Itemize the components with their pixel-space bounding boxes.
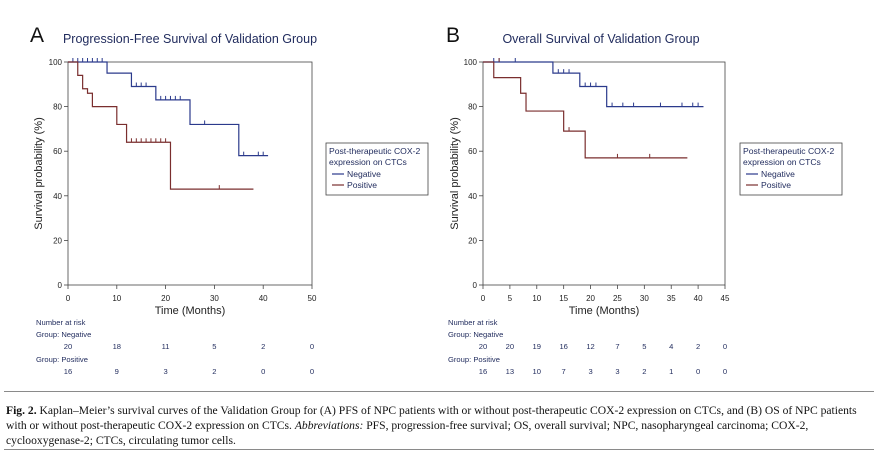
panel-b-legend-title-line-2: expression on CTCs	[743, 157, 821, 167]
caption-text-2: PFS, progression-free survival; OS, over…	[6, 419, 809, 447]
panel-b-ytick-label: 80	[468, 103, 477, 112]
panel-a-risk-value: 0	[261, 367, 265, 376]
panel-b-legend-label-positive: Positive	[761, 180, 791, 190]
panel-b-plot-frame	[482, 61, 726, 286]
panel-b-xtick-label: 35	[667, 294, 676, 303]
panel-b-risk-value: 16	[479, 367, 487, 376]
panel-b-legend-title-line-1: Post-therapeutic COX-2	[743, 146, 834, 156]
panel-b-xtick-label: 40	[694, 294, 703, 303]
panel-b-risk-value: 0	[723, 367, 727, 376]
panel-b-xtick-label: 5	[508, 294, 513, 303]
panel-a-y-axis-label: Survival probability (%)	[33, 117, 45, 229]
panel-b-positive-curve	[483, 61, 688, 159]
panel-a-risk-value: 9	[115, 367, 119, 376]
caption-text-1: Kaplan–Meier’s survival curves of the Va…	[6, 404, 857, 432]
panel-b-risk-value: 0	[696, 367, 700, 376]
panel-a-risk-value: 11	[162, 342, 170, 351]
panel-a-ytick-label: 60	[53, 147, 62, 156]
panel-b-ytick-label: 100	[464, 58, 478, 67]
panel-a-risk-value: 20	[64, 342, 72, 351]
panel-a-risk-value: 2	[261, 342, 265, 351]
panel-a-legend-label-positive: Positive	[347, 180, 377, 190]
panel-b-risk-value: 20	[479, 342, 487, 351]
panel-b-risk-value: 7	[615, 342, 619, 351]
panel-a-ytick-label: 0	[58, 281, 63, 290]
panel-b-risk-value: 2	[642, 367, 646, 376]
panel-b-risk-value: 16	[559, 342, 567, 351]
panel-a-ytick-label: 100	[49, 58, 63, 67]
panel-b-risk-group-name: Group: Positive	[448, 355, 500, 364]
panel-a-negative-curve	[68, 61, 269, 157]
panel-b-risk-value: 1	[669, 367, 673, 376]
panel-a-risk-table-label: Number at risk	[36, 318, 86, 327]
caption-label: Fig. 2.	[6, 404, 37, 417]
figure-caption: Fig. 2. Kaplan–Meier’s survival curves o…	[6, 403, 872, 448]
panel-b-y-axis-label: Survival probability (%)	[449, 117, 461, 229]
panel-a-legend-title-line-1: Post-therapeutic COX-2	[329, 146, 420, 156]
panel-b-xtick-label: 20	[586, 294, 595, 303]
panel-b-xtick-label: 0	[481, 294, 486, 303]
panel-a-positive-curve	[68, 61, 254, 190]
panel-b-xtick-label: 30	[640, 294, 649, 303]
panel-b-risk-value: 12	[586, 342, 594, 351]
panel-a-xtick-label: 50	[308, 294, 317, 303]
panel-b-risk-value: 19	[533, 342, 541, 351]
panel-a-title: Progression-Free Survival of Validation …	[63, 32, 317, 46]
panel-a-xtick-label: 20	[161, 294, 170, 303]
caption-bottom-rule	[4, 449, 874, 450]
panel-b-risk-table-label: Number at risk	[448, 318, 498, 327]
panel-b-ytick-label: 20	[468, 236, 477, 245]
panel-a-xtick-label: 10	[112, 294, 121, 303]
panel-b-risk-value: 0	[723, 342, 727, 351]
panel-a-legend-box	[325, 142, 429, 196]
panel-b-ytick-label: 60	[468, 147, 477, 156]
panel-b-xtick-label: 10	[532, 294, 541, 303]
panel-b-letter: B	[446, 24, 460, 47]
panel-a-risk-value: 0	[310, 342, 314, 351]
panel-b-risk-value: 3	[588, 367, 592, 376]
panel-a-legend-label-negative: Negative	[347, 169, 381, 179]
panel-a-x-axis-label: Time (Months)	[155, 305, 226, 317]
panel-a-risk-value: 5	[212, 342, 216, 351]
panel-a-risk-value: 18	[113, 342, 121, 351]
panel-b-xtick-label: 45	[721, 294, 730, 303]
panel-b-legend-label-negative: Negative	[761, 169, 795, 179]
panel-b-risk-value: 2	[696, 342, 700, 351]
panel-a-xtick-label: 0	[66, 294, 71, 303]
panel-a-risk-value: 16	[64, 367, 72, 376]
panel-b-risk-value: 10	[533, 367, 541, 376]
panel-a-risk-group-name: Group: Negative	[36, 330, 91, 339]
panel-b-x-axis-label: Time (Months)	[569, 305, 640, 317]
panel-a-ytick-label: 40	[53, 192, 62, 201]
panel-b-ytick-label: 40	[468, 192, 477, 201]
panel-a-letter: A	[30, 24, 44, 47]
panel-a-risk-group-name: Group: Positive	[36, 355, 88, 364]
panel-a-ytick-label: 80	[53, 103, 62, 112]
panel-a-ytick-label: 20	[53, 236, 62, 245]
panel-a-risk-value: 2	[212, 367, 216, 376]
caption-top-rule	[4, 391, 874, 392]
panel-a-xtick-label: 30	[210, 294, 219, 303]
panel-b-risk-value: 7	[562, 367, 566, 376]
panel-b-ytick-label: 0	[473, 281, 478, 290]
panel-b-negative-curve	[483, 61, 704, 108]
panel-b-xtick-label: 25	[613, 294, 622, 303]
panel-a-risk-value: 3	[163, 367, 167, 376]
panel-b-risk-value: 20	[506, 342, 514, 351]
panel-b-risk-value: 5	[642, 342, 646, 351]
caption-abbreviations-label: Abbreviations:	[294, 419, 364, 432]
panel-a-risk-value: 0	[310, 367, 314, 376]
panel-b-risk-value: 4	[669, 342, 673, 351]
panel-a-plot-frame	[67, 61, 313, 286]
panel-b-title: Overall Survival of Validation Group	[502, 32, 699, 46]
panel-b-xtick-label: 15	[559, 294, 568, 303]
panel-a-xtick-label: 40	[259, 294, 268, 303]
panel-a-legend-title-line-2: expression on CTCs	[329, 157, 407, 167]
panel-b-legend-box	[739, 142, 843, 196]
panel-b-risk-group-name: Group: Negative	[448, 330, 503, 339]
panel-b-risk-value: 3	[615, 367, 619, 376]
panel-b-risk-value: 13	[506, 367, 514, 376]
